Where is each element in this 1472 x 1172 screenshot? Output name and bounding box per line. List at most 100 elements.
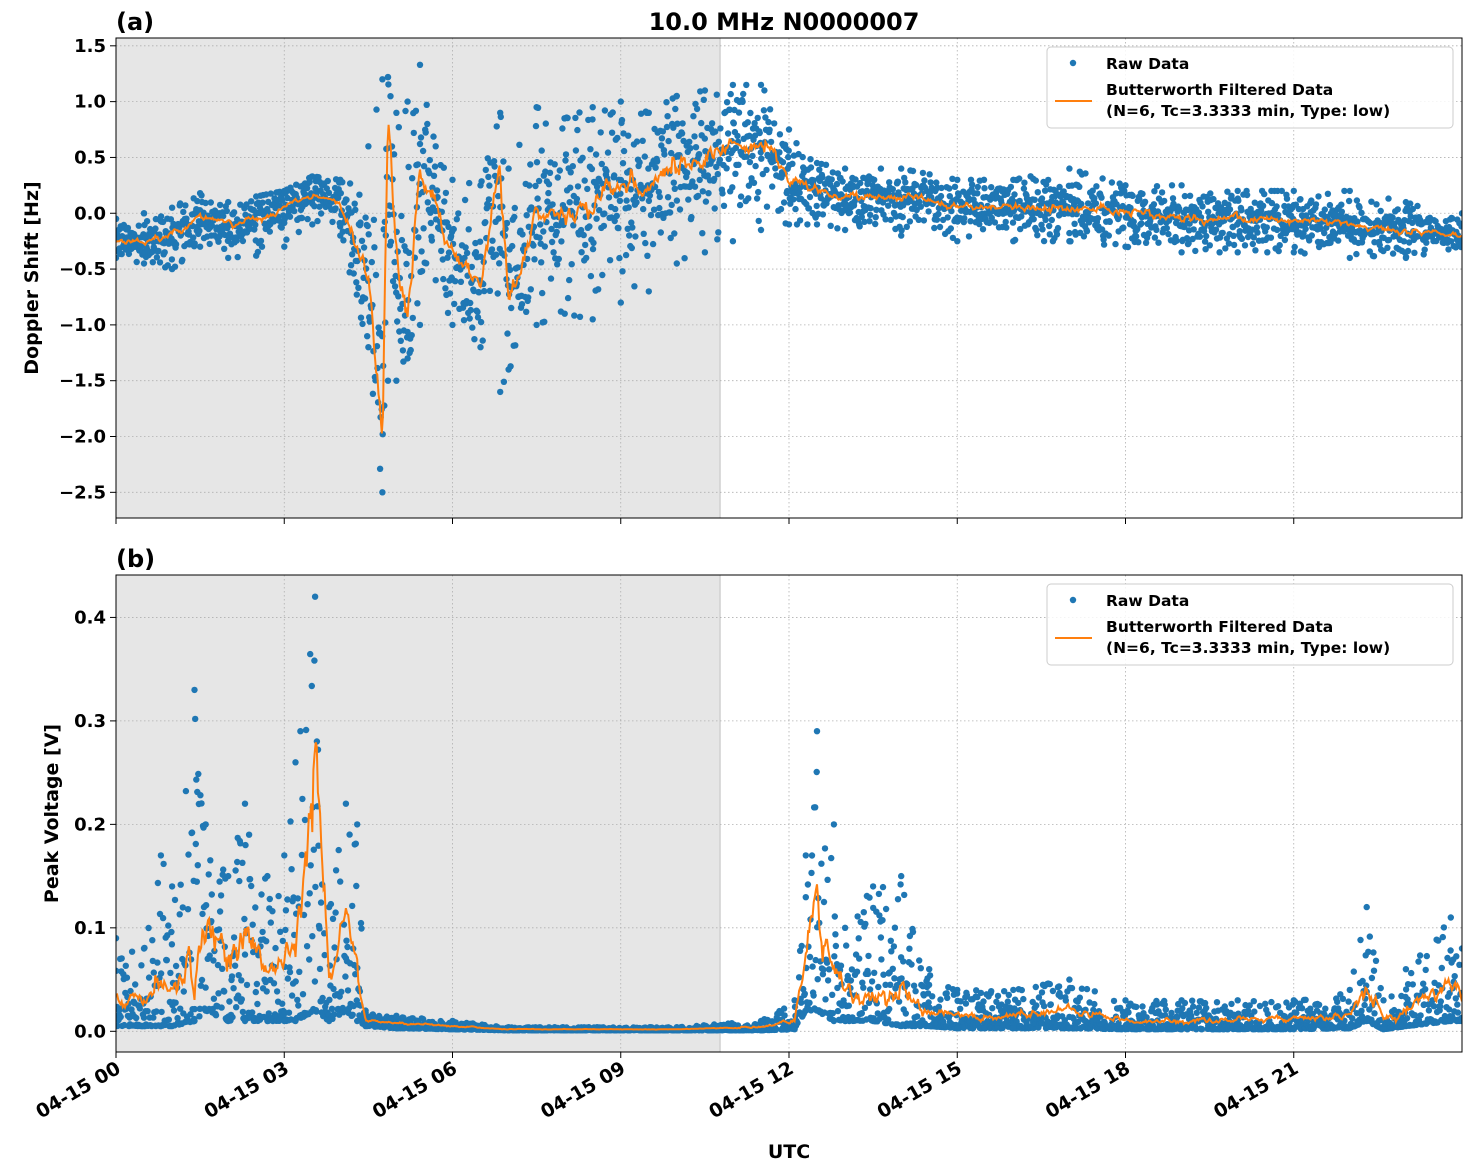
raw-data-point [424,120,431,128]
raw-data-point [619,160,627,167]
raw-data-point [516,141,523,148]
y-tick-label: −0.5 [59,259,106,280]
raw-data-point [1267,234,1275,241]
raw-data-point [915,216,922,223]
raw-data-point [785,126,793,133]
raw-data-point [239,1008,247,1016]
raw-data-point [713,91,720,98]
raw-data-point [491,163,498,170]
shaded-interval [116,575,721,1052]
raw-data-point [1250,998,1258,1005]
raw-data-point [511,204,518,212]
raw-data-point [734,132,741,140]
raw-data-point [1139,1003,1146,1010]
raw-data-point [904,981,911,988]
raw-data-point [191,1005,198,1013]
raw-data-point [693,105,701,113]
raw-data-point [1385,195,1392,202]
raw-data-point [1193,1009,1201,1016]
raw-data-point [1090,1006,1097,1014]
raw-data-point [746,132,753,139]
raw-data-point [398,236,406,244]
raw-data-point [512,342,519,349]
legend-box [1046,46,1454,129]
raw-data-point [1202,246,1209,253]
raw-data-point [562,157,569,164]
raw-data-point [230,985,237,992]
raw-data-point [576,109,583,116]
raw-data-point [862,920,869,928]
raw-data-point [1084,200,1092,207]
raw-data-point [136,1005,143,1012]
raw-data-point [329,218,336,226]
raw-data-point [308,682,315,690]
raw-data-point [368,258,375,266]
raw-data-point [479,337,486,344]
raw-data-point [912,988,919,995]
raw-data-point [278,224,285,231]
raw-data-point [690,113,697,120]
raw-data-point [702,198,710,205]
raw-data-point [1212,226,1220,233]
raw-data-point [769,1018,776,1025]
raw-data-point [692,144,700,151]
raw-data-point [645,165,652,172]
raw-data-point [1016,175,1023,182]
y-tick-label: −1.5 [59,371,106,392]
raw-data-point [767,138,775,146]
raw-data-point [426,156,433,164]
raw-data-point [337,223,344,230]
raw-data-point [364,222,371,230]
raw-data-point [150,1014,157,1021]
raw-data-point [196,1013,203,1020]
raw-data-point [929,993,936,1000]
raw-data-point [1458,210,1462,217]
raw-data-point [325,189,333,196]
x-tick-label: 04-15 15 [873,1057,965,1123]
raw-data-point [180,208,187,216]
raw-data-point [857,179,864,187]
raw-data-point [1134,225,1141,233]
raw-data-point [867,205,874,212]
raw-data-point [664,194,672,201]
raw-data-point [1122,243,1129,250]
raw-data-point [699,230,706,237]
raw-data-point [865,952,872,960]
raw-data-point [288,992,296,999]
raw-data-point [1081,216,1088,223]
raw-data-point [1007,183,1015,191]
raw-data-point [1317,225,1324,232]
raw-data-point [1222,245,1229,252]
raw-data-point [541,243,548,250]
raw-data-point [1076,183,1083,190]
raw-data-point [617,98,624,105]
raw-data-point [232,867,239,874]
raw-data-point [1402,254,1410,262]
raw-data-point [553,228,560,236]
raw-data-point [1062,997,1070,1004]
raw-data-point [1092,200,1100,207]
raw-data-point [116,254,120,262]
raw-data-point [590,239,597,247]
raw-data-point [379,489,386,496]
raw-data-point [210,995,218,1002]
raw-data-point [916,198,923,205]
raw-data-point [1049,987,1057,995]
raw-data-point [530,242,537,249]
raw-data-point [935,210,942,218]
raw-data-point [417,134,425,141]
raw-data-point [143,218,151,225]
raw-data-point [583,254,590,262]
raw-data-point [319,994,326,1002]
raw-data-point [428,237,436,244]
raw-data-point [761,87,768,94]
raw-data-point [873,1000,880,1007]
raw-data-point [825,966,833,973]
raw-data-point [649,240,657,248]
raw-data-point [310,846,317,853]
raw-data-point [495,192,502,200]
raw-data-point [1003,224,1010,231]
raw-data-point [172,962,180,970]
raw-data-point [1251,1008,1258,1015]
raw-data-point [902,1010,909,1017]
